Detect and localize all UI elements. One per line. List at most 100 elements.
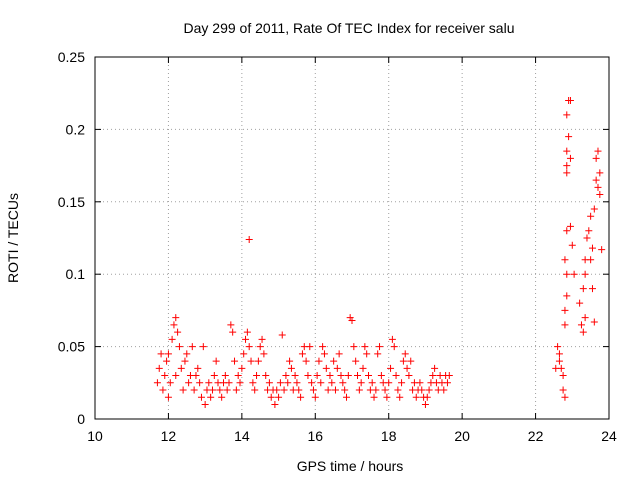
- data-point: [161, 372, 169, 380]
- data-point: [598, 246, 606, 254]
- data-point: [331, 386, 339, 394]
- data-point: [394, 386, 402, 394]
- data-point: [225, 379, 233, 387]
- data-point: [372, 386, 380, 394]
- data-point: [596, 169, 604, 177]
- data-point: [377, 372, 385, 380]
- data-point: [249, 379, 257, 387]
- data-point: [155, 364, 163, 372]
- data-point: [357, 379, 365, 387]
- data-point: [291, 372, 299, 380]
- y-tick-label: 0.25: [58, 49, 85, 65]
- data-point: [245, 343, 253, 351]
- data-point: [183, 350, 191, 358]
- data-point: [216, 386, 224, 394]
- data-point: [385, 379, 393, 387]
- data-point: [363, 350, 371, 358]
- data-point: [355, 386, 363, 394]
- axis-ticks: 10 12 14 16 18 20 22 24 0 0.05 0.1 0.15 0.2 0.25: [58, 49, 617, 444]
- data-point: [381, 386, 389, 394]
- data-point: [581, 270, 589, 278]
- data-point: [164, 350, 172, 358]
- data-point: [339, 379, 347, 387]
- data-point: [207, 393, 215, 401]
- data-point: [429, 372, 437, 380]
- chart-title: Day 299 of 2011, Rate Of TEC Index for r…: [184, 20, 515, 36]
- data-point: [190, 386, 198, 394]
- data-point: [163, 357, 171, 365]
- data-point: [284, 379, 292, 387]
- data-point: [199, 343, 207, 351]
- data-point: [223, 386, 231, 394]
- data-point: [423, 393, 431, 401]
- data-point: [566, 154, 574, 162]
- data-point: [565, 133, 573, 141]
- data-point: [262, 372, 270, 380]
- data-point: [592, 154, 600, 162]
- data-point: [205, 379, 213, 387]
- x-tick-label: 12: [161, 428, 177, 444]
- data-point: [579, 285, 587, 293]
- data-point: [271, 401, 279, 409]
- data-point: [585, 227, 593, 235]
- data-point: [559, 386, 567, 394]
- data-point: [396, 393, 404, 401]
- data-point: [563, 147, 571, 155]
- data-point: [304, 372, 312, 380]
- y-tick-label: 0.1: [66, 266, 86, 282]
- data-point: [256, 343, 264, 351]
- x-tick-label: 22: [528, 428, 544, 444]
- data-point: [563, 292, 571, 300]
- data-point: [265, 379, 273, 387]
- data-point: [174, 328, 182, 336]
- data-point: [561, 321, 569, 329]
- data-point: [153, 379, 161, 387]
- data-points: [153, 96, 606, 409]
- data-point: [319, 343, 327, 351]
- data-point: [194, 364, 202, 372]
- data-point: [337, 372, 345, 380]
- data-point: [561, 393, 569, 401]
- data-point: [236, 379, 244, 387]
- data-point: [555, 357, 563, 365]
- data-point: [179, 386, 187, 394]
- data-point: [218, 393, 226, 401]
- data-point: [212, 357, 220, 365]
- data-point: [175, 343, 183, 351]
- data-point: [221, 372, 229, 380]
- data-point: [403, 364, 411, 372]
- data-point: [368, 379, 376, 387]
- data-point: [555, 350, 563, 358]
- data-point: [260, 350, 268, 358]
- y-tick-label: 0.05: [58, 339, 85, 355]
- data-point: [170, 321, 178, 329]
- data-point: [383, 393, 391, 401]
- data-point: [418, 386, 426, 394]
- data-point: [440, 386, 448, 394]
- data-point: [431, 364, 439, 372]
- x-tick-label: 24: [601, 428, 617, 444]
- data-point: [398, 379, 406, 387]
- data-point: [563, 270, 571, 278]
- data-point: [192, 372, 200, 380]
- x-tick-label: 20: [454, 428, 470, 444]
- data-point: [242, 335, 250, 343]
- data-point: [583, 234, 591, 242]
- data-point: [376, 343, 384, 351]
- data-point: [177, 364, 185, 372]
- data-point: [568, 241, 576, 249]
- data-point: [245, 235, 253, 243]
- data-point: [240, 350, 248, 358]
- data-point: [229, 328, 237, 336]
- data-point: [313, 372, 321, 380]
- data-point: [280, 386, 288, 394]
- data-point: [401, 350, 409, 358]
- data-point: [196, 379, 204, 387]
- data-point: [576, 299, 584, 307]
- data-point: [445, 372, 453, 380]
- data-point: [168, 335, 176, 343]
- data-point: [254, 357, 262, 365]
- data-point: [587, 256, 595, 264]
- data-point: [320, 350, 328, 358]
- data-point: [370, 393, 378, 401]
